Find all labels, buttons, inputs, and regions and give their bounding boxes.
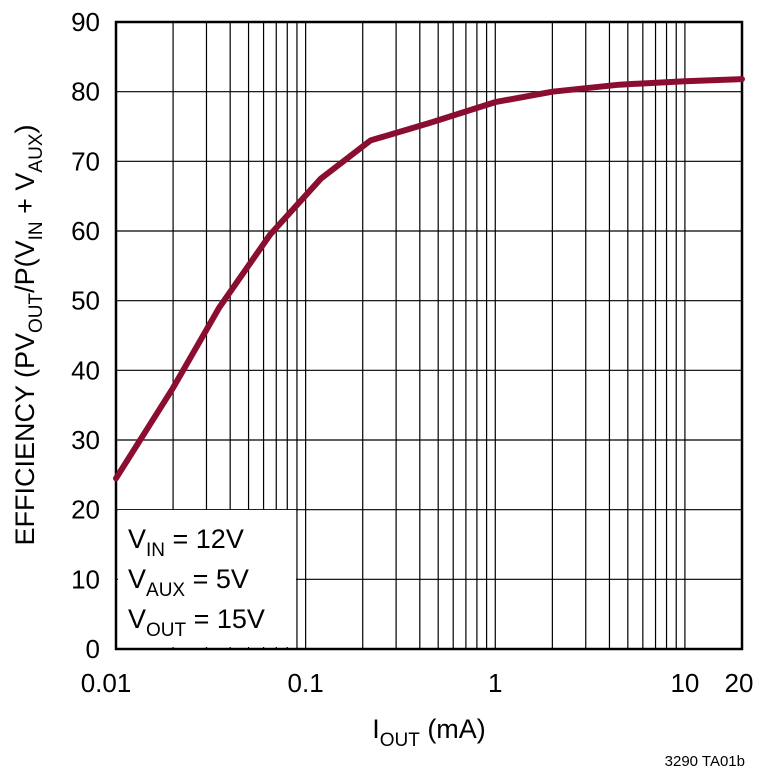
y-tick-label: 80 [71, 77, 100, 107]
y-tick-labels: 0 10 20 30 40 50 60 70 80 90 [71, 7, 100, 664]
legend-box [118, 510, 296, 647]
plot-frame [114, 20, 744, 651]
y-tick-label: 20 [71, 495, 100, 525]
x-tick-label: 10 [670, 668, 699, 698]
figure-id: 3290 TA01b [665, 753, 745, 770]
legend-line-vaux: VAUX = 5V [128, 564, 249, 601]
y-tick-label: 90 [71, 7, 100, 37]
x-tick-label: 0.01 [81, 668, 132, 698]
y-tick-label: 10 [71, 564, 100, 594]
x-tick-label: 1 [488, 668, 502, 698]
y-tick-label: 40 [71, 355, 100, 385]
y-axis-label: EFFICIENCY (PVOUT/P(VIN + VAUX) [10, 124, 47, 545]
x-axis-label: IOUT (mA) [372, 714, 486, 751]
x-tick-label: 0.1 [288, 668, 324, 698]
y-tick-label: 70 [71, 146, 100, 176]
efficiency-curve [113, 76, 745, 482]
legend-line-vin: VIN = 12V [128, 524, 244, 561]
y-tick-label: 30 [71, 425, 100, 455]
x-tick-labels: 0.01 0.1 1 10 20 [81, 668, 754, 698]
y-tick-label: 50 [71, 286, 100, 316]
y-tick-label: 0 [86, 634, 100, 664]
y-tick-label: 60 [71, 216, 100, 246]
conditions-legend: VIN = 12V VAUX = 5V VOUT = 15V [118, 510, 296, 647]
x-tick-label: 20 [725, 668, 754, 698]
legend-line-vout: VOUT = 15V [128, 604, 265, 641]
